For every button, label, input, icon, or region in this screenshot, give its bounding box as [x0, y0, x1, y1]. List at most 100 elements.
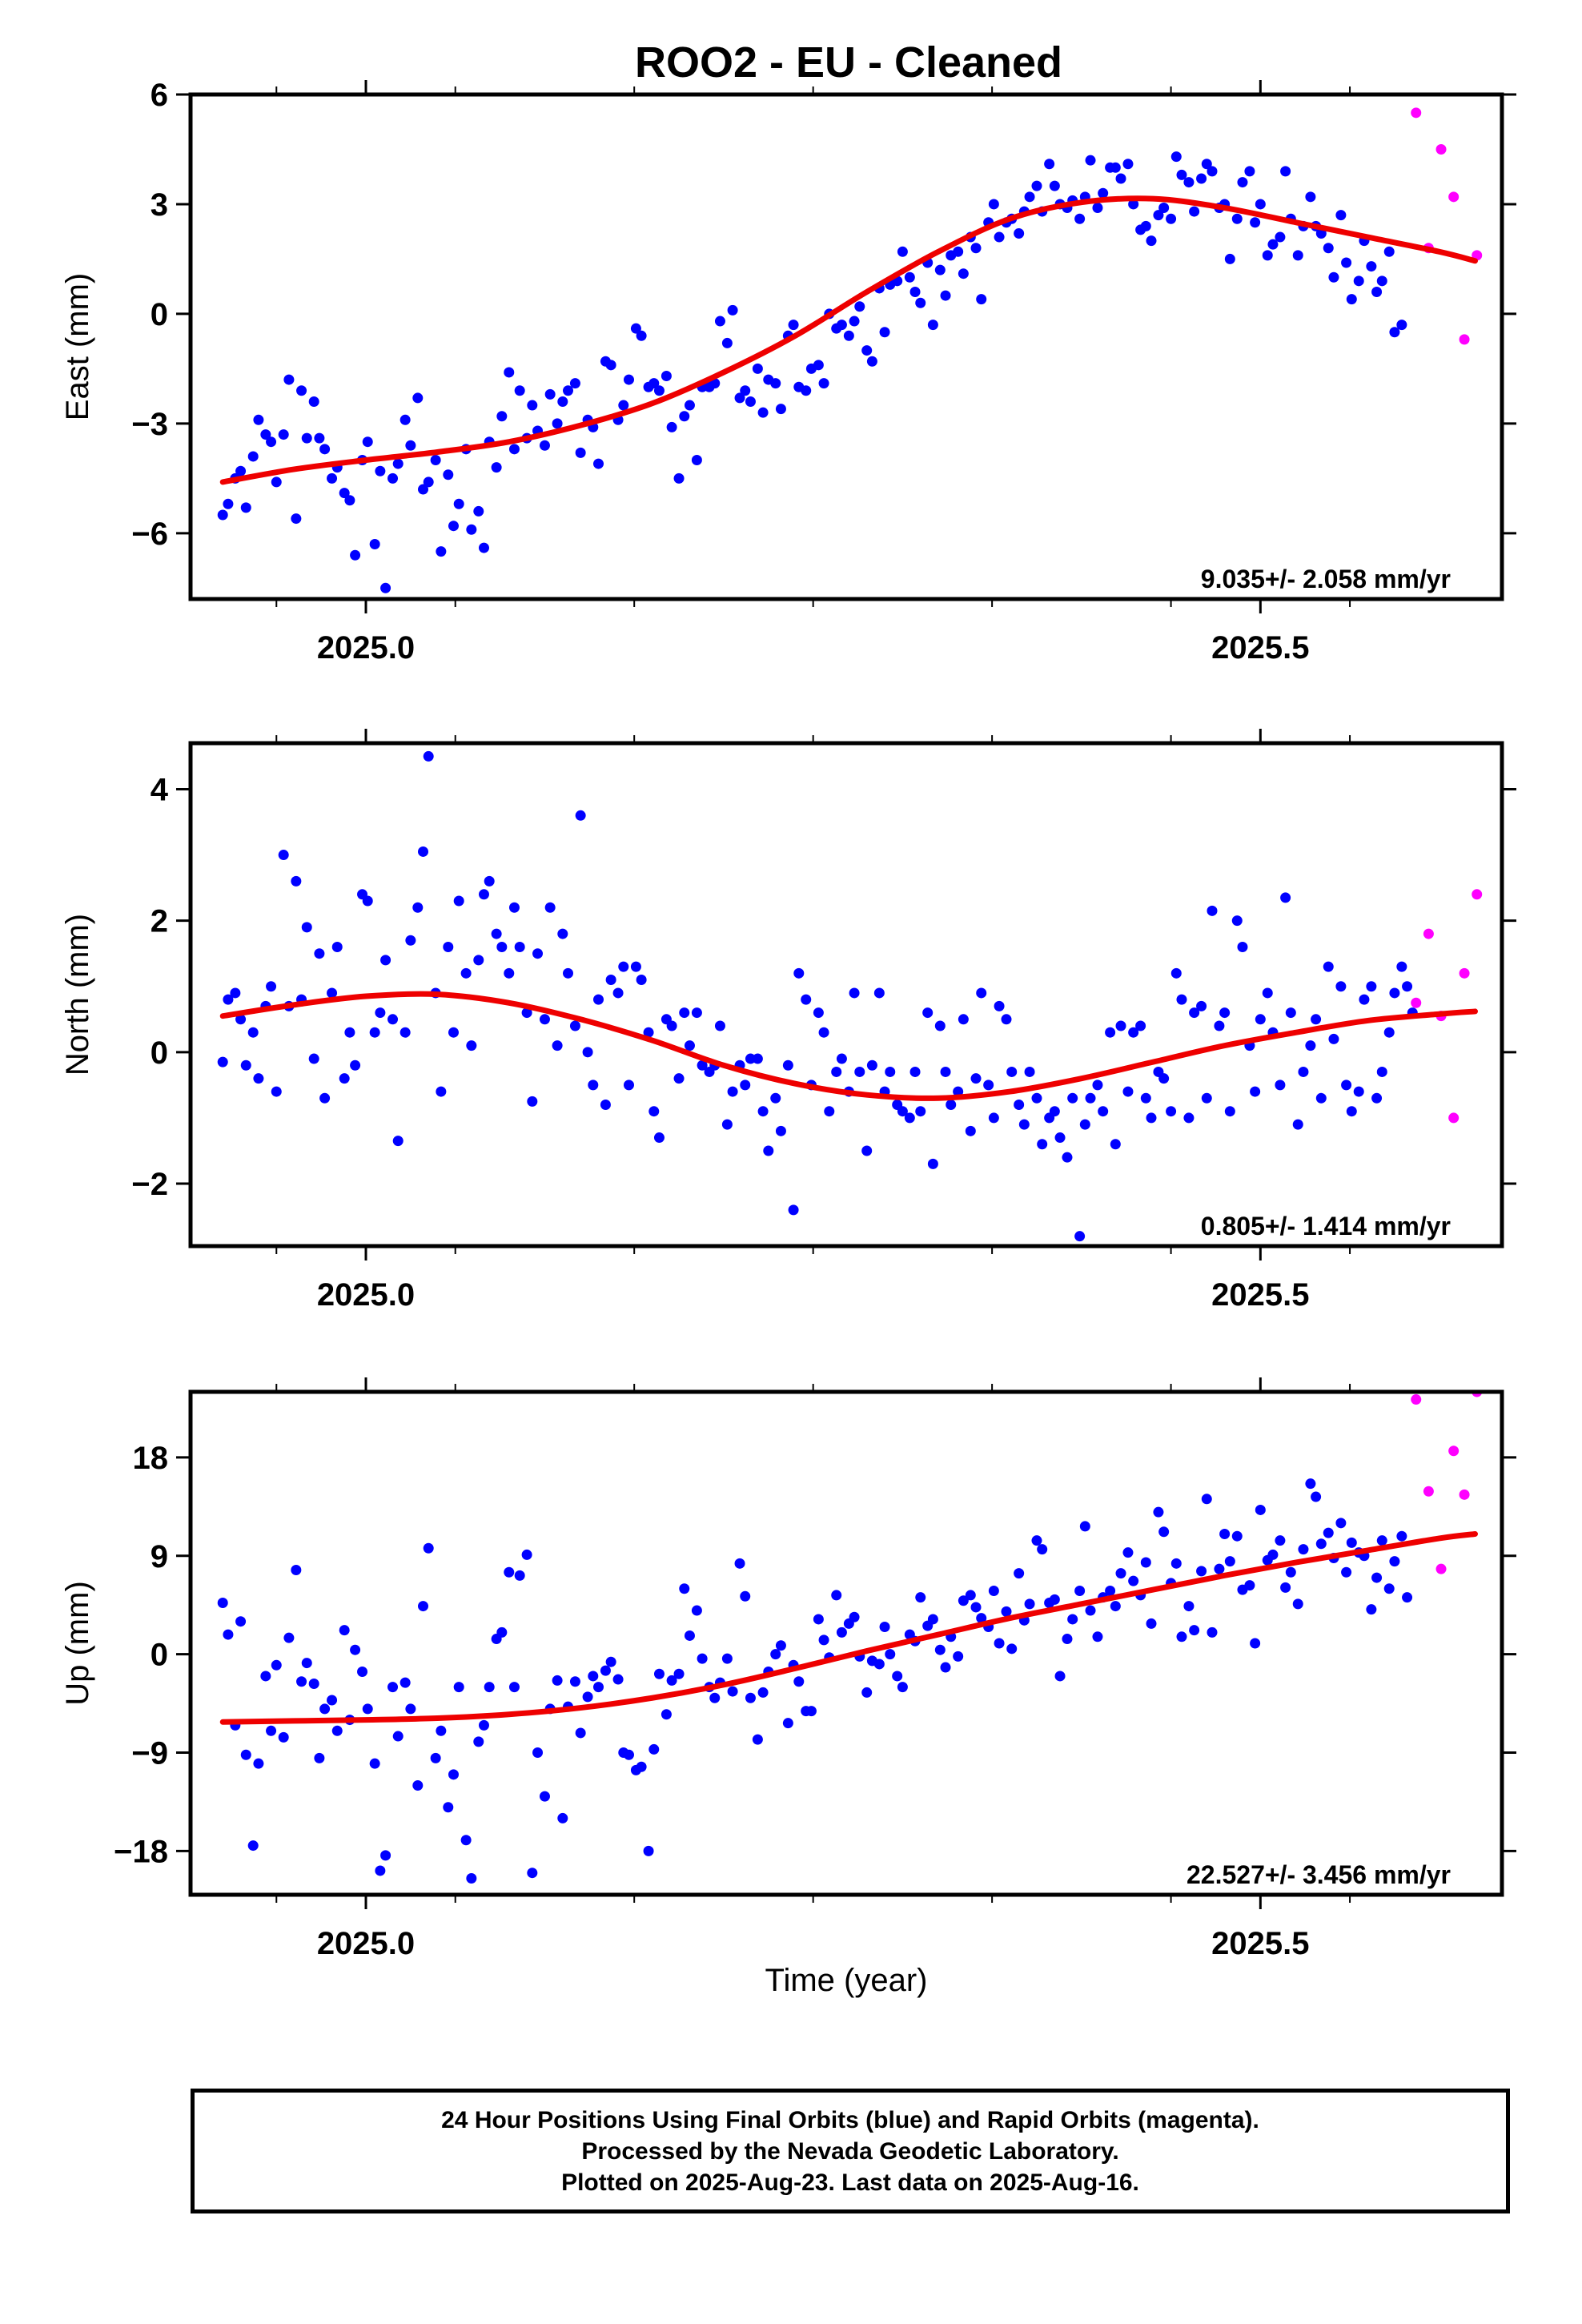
final-point	[1079, 1119, 1090, 1130]
final-point	[496, 411, 508, 422]
final-point	[527, 1868, 538, 1879]
final-point	[861, 1687, 873, 1698]
final-point	[552, 1675, 563, 1686]
final-point	[1328, 1033, 1339, 1044]
final-point	[940, 1066, 951, 1077]
final-point	[331, 1725, 343, 1736]
final-point	[775, 1125, 786, 1136]
x-tick-label: 2025.5	[1211, 1277, 1309, 1313]
final-point	[1176, 1631, 1187, 1642]
final-point	[448, 1769, 459, 1780]
final-point	[308, 1679, 319, 1690]
final-point	[879, 327, 890, 338]
final-point	[1224, 1556, 1235, 1567]
final-point	[1146, 235, 1157, 247]
final-point	[927, 1614, 938, 1625]
final-point	[714, 316, 725, 327]
final-point	[757, 407, 769, 418]
final-point	[1110, 1139, 1121, 1150]
final-point	[418, 846, 429, 857]
final-point	[904, 271, 915, 283]
final-point	[1224, 1106, 1235, 1117]
y-tick-label: −18	[114, 1834, 168, 1869]
final-point	[714, 1020, 725, 1031]
final-point	[1244, 1580, 1255, 1591]
final-point	[1031, 1535, 1042, 1546]
final-point	[1335, 210, 1347, 221]
final-point	[235, 1014, 247, 1025]
final-point	[1146, 1618, 1157, 1629]
plot-area	[217, 107, 1483, 593]
final-point	[247, 1027, 259, 1038]
final-point	[527, 400, 538, 411]
final-point	[1389, 987, 1400, 999]
final-point	[508, 1682, 520, 1693]
plot-frame	[188, 92, 1504, 601]
final-point	[813, 1614, 824, 1625]
final-point	[557, 928, 568, 939]
final-point	[514, 941, 525, 952]
final-point	[443, 469, 454, 480]
final-point	[1146, 1112, 1157, 1124]
y-axis-label: North (mm)	[60, 914, 95, 1076]
final-point	[314, 948, 325, 959]
final-point	[958, 1014, 969, 1025]
final-point	[344, 495, 355, 506]
final-point	[369, 539, 380, 550]
final-point	[653, 1132, 665, 1144]
final-point	[1207, 905, 1218, 916]
final-point	[788, 1204, 799, 1216]
final-point	[885, 1649, 896, 1660]
footer-line-1: 24 Hour Positions Using Final Orbits (bl…	[441, 2106, 1259, 2133]
final-point	[1237, 177, 1248, 188]
final-point	[278, 850, 289, 861]
final-point	[532, 1747, 544, 1759]
final-point	[448, 521, 459, 532]
final-point	[679, 1007, 690, 1019]
final-point	[380, 1850, 391, 1861]
final-point	[940, 1662, 951, 1673]
final-point	[1115, 173, 1126, 184]
final-point	[1280, 1582, 1291, 1593]
panel-east: 2025.0 2025.5 −6 −3 0 3 6 East (mm) 9.035+/- 2.0…	[60, 78, 1516, 665]
final-point	[934, 264, 946, 275]
final-point	[605, 360, 616, 371]
final-point	[466, 1040, 477, 1051]
final-point	[1044, 159, 1055, 170]
final-point	[836, 320, 847, 331]
final-point	[1255, 199, 1266, 210]
final-point	[709, 1692, 721, 1703]
final-point	[1153, 210, 1164, 221]
final-point	[770, 378, 781, 389]
final-point	[1366, 981, 1377, 992]
final-point	[605, 975, 616, 986]
final-point	[283, 1632, 295, 1643]
final-point	[539, 1014, 550, 1025]
y-tick-label: −6	[131, 517, 168, 552]
final-point	[793, 967, 805, 979]
final-point	[636, 1761, 647, 1772]
final-point	[1166, 1106, 1177, 1117]
final-point	[727, 1686, 738, 1697]
chart-title: ROO2 - EU - Cleaned	[635, 38, 1062, 86]
final-point	[278, 429, 289, 440]
final-point	[1328, 271, 1339, 283]
final-point	[504, 967, 515, 979]
final-point	[1110, 1601, 1121, 1612]
final-point	[223, 994, 234, 1005]
final-point	[1341, 257, 1352, 268]
final-point	[1201, 159, 1212, 170]
final-point	[552, 418, 563, 429]
final-point	[976, 1613, 987, 1624]
final-point	[1062, 1152, 1073, 1163]
final-point	[1189, 206, 1200, 217]
final-point	[1376, 1066, 1387, 1077]
final-point	[630, 323, 641, 334]
plot-area	[217, 750, 1483, 1242]
final-point	[892, 1671, 903, 1682]
final-point	[953, 1651, 964, 1662]
final-point	[278, 1731, 289, 1743]
final-point	[308, 396, 319, 407]
footer-line-2: Processed by the Nevada Geodetic Laborat…	[581, 2137, 1119, 2165]
